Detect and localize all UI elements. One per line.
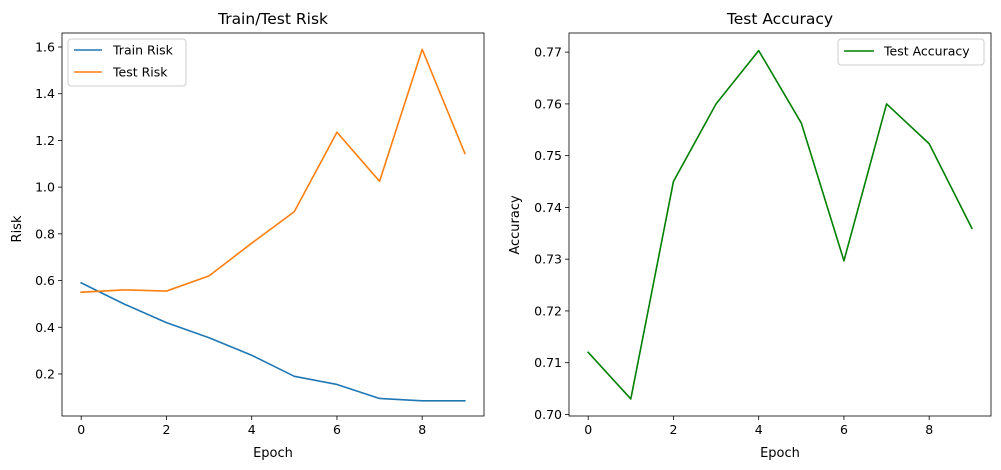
risk-y-ticks: 0.2 0.4 0.6 0.8 1.0 1.2 1.4 1.6 xyxy=(35,40,62,381)
accuracy-y-axis-label: Accuracy xyxy=(508,195,523,255)
risk-x-tick-label: 8 xyxy=(418,422,426,437)
accuracy-x-tick-label: 2 xyxy=(669,422,677,437)
risk-y-tick-label: 0.8 xyxy=(35,226,55,241)
risk-y-tick-label: 0.6 xyxy=(35,273,55,288)
accuracy-y-tick-label: 0.77 xyxy=(534,45,562,60)
accuracy-axes-frame xyxy=(568,32,992,417)
risk-plot-area xyxy=(80,48,466,402)
risk-y-axis-label: Risk xyxy=(10,215,25,242)
accuracy-x-ticks: 0 2 4 6 8 xyxy=(584,416,933,437)
risk-x-tick-label: 6 xyxy=(333,422,341,437)
accuracy-y-tick-label: 0.76 xyxy=(534,96,562,111)
risk-x-tick-label: 2 xyxy=(162,422,170,437)
legend-label-test-risk: Test Risk xyxy=(112,65,168,80)
accuracy-plot-area xyxy=(587,49,973,400)
risk-y-tick-label: 0.2 xyxy=(35,366,55,381)
series-line-train-risk xyxy=(80,281,466,402)
accuracy-x-tick-label: 6 xyxy=(840,422,848,437)
accuracy-chart: Test Accuracy 0 2 4 6 8 0.70 0.71 0.72 0.73 0.74… xyxy=(508,10,992,461)
series-line-test-risk xyxy=(80,48,466,294)
risk-chart: Train/Test Risk 0 2 4 6 8 0.2 0.4 0.6 0.8 1.0 1.2… xyxy=(10,10,485,461)
accuracy-x-tick-label: 4 xyxy=(755,422,763,437)
accuracy-x-tick-label: 0 xyxy=(584,422,592,437)
accuracy-legend-box xyxy=(837,38,985,66)
accuracy-y-tick-label: 0.74 xyxy=(534,200,562,215)
legend-label-test-accuracy: Test Accuracy xyxy=(883,44,970,59)
legend-label-train-risk: Train Risk xyxy=(112,43,174,58)
accuracy-y-tick-label: 0.71 xyxy=(534,355,562,370)
accuracy-x-tick-label: 8 xyxy=(925,422,933,437)
risk-x-tick-label: 4 xyxy=(248,422,256,437)
accuracy-y-tick-label: 0.73 xyxy=(534,252,562,267)
risk-x-ticks: 0 2 4 6 8 xyxy=(77,416,426,437)
risk-y-tick-label: 0.4 xyxy=(35,320,55,335)
risk-axes-frame xyxy=(61,32,485,417)
accuracy-y-tick-label: 0.75 xyxy=(534,148,562,163)
risk-chart-title: Train/Test Risk xyxy=(217,10,328,28)
risk-legend: Train Risk Test Risk xyxy=(67,38,187,87)
accuracy-y-ticks: 0.70 0.71 0.72 0.73 0.74 0.75 0.76 0.77 xyxy=(534,45,569,422)
accuracy-y-tick-label: 0.72 xyxy=(534,303,562,318)
risk-y-tick-label: 1.6 xyxy=(35,40,55,55)
accuracy-legend: Test Accuracy xyxy=(837,38,985,66)
accuracy-chart-title: Test Accuracy xyxy=(726,10,833,28)
series-line-test-accuracy xyxy=(587,49,973,400)
risk-y-tick-label: 1.2 xyxy=(35,133,55,148)
accuracy-y-tick-label: 0.70 xyxy=(534,407,562,422)
risk-y-tick-label: 1.4 xyxy=(35,86,55,101)
risk-x-tick-label: 0 xyxy=(77,422,85,437)
accuracy-x-axis-label: Epoch xyxy=(760,446,800,461)
risk-x-axis-label: Epoch xyxy=(253,446,293,461)
risk-y-tick-label: 1.0 xyxy=(35,180,55,195)
